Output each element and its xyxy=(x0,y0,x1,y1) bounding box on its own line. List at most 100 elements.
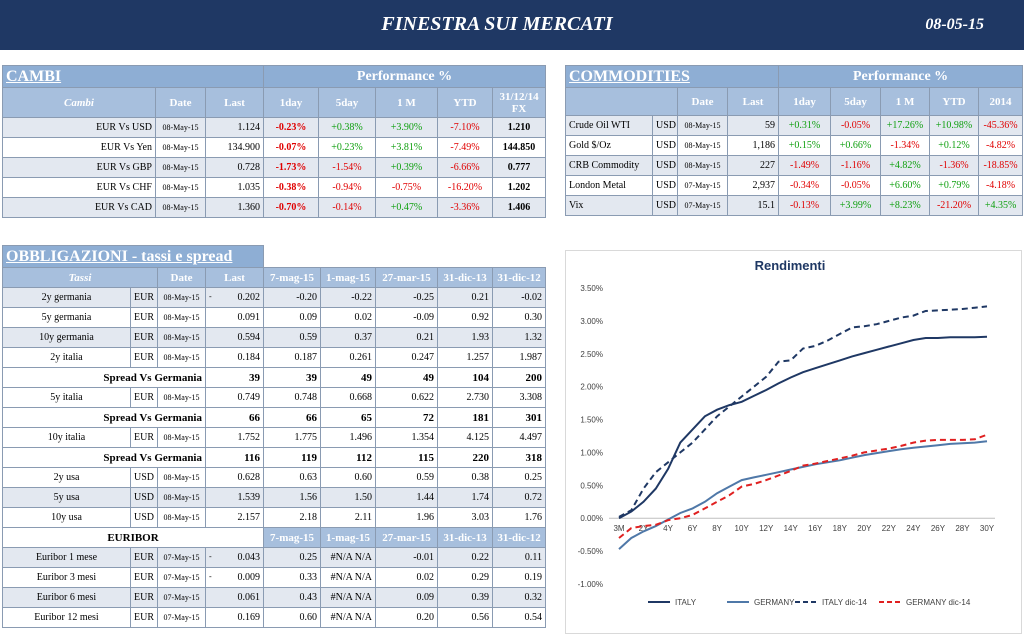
table-cell: CAMBI xyxy=(2,65,264,88)
table-cell: 0.92 xyxy=(437,307,494,328)
x-tick-label: 28Y xyxy=(955,524,970,533)
table-cell: 08-May-15 xyxy=(157,387,206,408)
table-cell: EUR Vs CHF xyxy=(2,177,156,198)
line-series xyxy=(618,335,988,520)
table-cell: +4.82% xyxy=(880,155,931,176)
table-cell: COMMODITIES xyxy=(564,65,780,88)
table-cell: +4.35% xyxy=(978,195,1024,216)
table-cell: 1.76 xyxy=(492,507,547,528)
table-cell: USD xyxy=(652,195,678,216)
y-tick-label: 0.00% xyxy=(580,514,603,523)
last-value: 0.043 xyxy=(237,552,261,563)
table-cell: 08-May-15 xyxy=(155,157,206,178)
table-cell: 1 M xyxy=(375,87,438,118)
table-cell: 66 xyxy=(263,407,322,428)
x-tick-label: 30Y xyxy=(980,524,995,533)
table-cell: 08-May-15 xyxy=(155,137,206,158)
last-value: 0.009 xyxy=(237,572,261,583)
table-cell: YTD xyxy=(437,87,493,118)
table-cell: -0.38% xyxy=(263,177,319,198)
table-cell: 3.308 xyxy=(492,387,547,408)
table-cell: -0.23% xyxy=(263,117,319,138)
table-cell: 104 xyxy=(437,367,494,388)
table-row: Euribor 3 mesi EUR 07-May-15- 0.009 0.33 #N/A… xyxy=(2,567,547,588)
table-cell: 0.261 xyxy=(320,347,377,368)
table-cell: EUR Vs CAD xyxy=(2,197,156,218)
table-row: 2y italia EUR 08-May-15 0.184 0.187 0.261 0.24… xyxy=(2,347,547,368)
table-cell: 0.21 xyxy=(437,287,494,308)
table-cell: USD xyxy=(652,155,678,176)
table-cell: 31-dic-12 xyxy=(492,267,547,288)
line-series xyxy=(618,440,988,550)
table-cell: 0.29 xyxy=(437,567,494,588)
table-cell: 27-mar-15 xyxy=(375,267,439,288)
table-row: Spread Vs Germania 39 39 49 49 104 200 xyxy=(2,367,547,388)
table-cell: Date xyxy=(157,267,206,288)
note: - xyxy=(209,552,212,561)
table-cell: Last xyxy=(726,87,780,116)
table-cell: 0.60 xyxy=(320,467,377,488)
table-cell: +3.81% xyxy=(375,137,438,158)
last-value: 0.594 xyxy=(237,332,261,343)
table-cell: USD xyxy=(130,507,158,528)
table-cell: +17.26% xyxy=(880,115,931,136)
table-cell: EUR xyxy=(130,307,158,328)
table-cell: +0.15% xyxy=(778,135,832,156)
table-cell: -0.70% xyxy=(263,197,319,218)
table-cell: -1.36% xyxy=(929,155,980,176)
page-title: FINESTRA SUI MERCATI xyxy=(381,13,613,35)
table-cell: 2014 xyxy=(978,87,1024,116)
table-cell: Vix xyxy=(565,195,653,216)
table-cell: OBBLIGAZIONI - tassi e spread xyxy=(1,245,265,268)
table-cell: 227 xyxy=(726,155,780,176)
table-cell: 27-mar-15 xyxy=(375,527,439,548)
table-cell: 5y usa xyxy=(2,487,131,508)
x-tick-label: 18Y xyxy=(833,524,848,533)
table-cell: 0.09 xyxy=(263,307,322,328)
table-cell: 07-May-15 xyxy=(677,175,728,196)
table-cell: 07-May-15 xyxy=(157,587,206,608)
table-cell: 1day xyxy=(263,87,319,118)
last-value: 0.061 xyxy=(237,592,261,603)
table-cell: 1.50 xyxy=(320,487,377,508)
table-cell: 0.72 xyxy=(492,487,547,508)
table-cell: +0.79% xyxy=(929,175,980,196)
y-tick-label: 3.50% xyxy=(580,284,603,293)
table-cell: 0.43 xyxy=(263,587,322,608)
table-cell: #N/A N/A xyxy=(320,587,377,608)
table-cell: Spread Vs Germania xyxy=(2,447,206,468)
table-cell: -1.73% xyxy=(263,157,319,178)
chart-border xyxy=(565,250,1022,634)
table-cell: 0.56 xyxy=(437,607,494,628)
table-cell: 5y germania xyxy=(2,307,131,328)
table-row: 5y italia EUR 08-May-15 0.749 0.748 0.668 0.62… xyxy=(2,387,547,408)
table-cell: 0.748 xyxy=(263,387,322,408)
table-cell: 5y italia xyxy=(2,387,131,408)
table-cell: 1.496 xyxy=(320,427,377,448)
chart-title: Rendimenti xyxy=(755,258,826,273)
table-cell: 0.594 xyxy=(204,327,265,348)
table-cell: -0.22 xyxy=(320,287,377,308)
table-cell: 1.96 xyxy=(375,507,439,528)
table-cell: 08-May-15 xyxy=(157,427,206,448)
table-cell: 1.752 xyxy=(204,427,265,448)
table-cell: Last xyxy=(204,267,265,288)
table-cell: 08-May-15 xyxy=(677,115,728,136)
table-cell: 08-May-15 xyxy=(677,155,728,176)
table-cell: 318 xyxy=(492,447,547,468)
table-cell: +0.23% xyxy=(318,137,376,158)
table-cell: -0.05% xyxy=(830,175,882,196)
table-cell: 08-May-15 xyxy=(157,487,206,508)
table-cell: 10y germania xyxy=(2,327,131,348)
table-row: Date Last 1day 5day 1 M YTD 2014 xyxy=(565,87,1024,116)
table-cell: +3.90% xyxy=(375,117,438,138)
table-cell: 0.54 xyxy=(492,607,547,628)
table-cell: YTD xyxy=(929,87,980,116)
table-cell: -0.05% xyxy=(830,115,882,136)
last-value: 0.184 xyxy=(237,352,261,363)
commodities-table: COMMODITIES Performance % Date Last 1day 5day… xyxy=(564,65,1024,216)
table-cell: 59 xyxy=(726,115,780,136)
line-series xyxy=(618,433,988,539)
table-cell: 0.668 xyxy=(320,387,377,408)
table-cell: Performance % xyxy=(262,65,547,88)
